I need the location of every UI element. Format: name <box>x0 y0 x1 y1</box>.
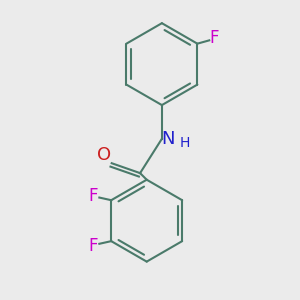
Text: F: F <box>88 187 98 205</box>
Text: F: F <box>210 29 219 47</box>
Text: O: O <box>97 146 111 164</box>
Text: F: F <box>88 237 98 255</box>
Text: H: H <box>179 136 190 150</box>
Text: N: N <box>162 130 175 148</box>
